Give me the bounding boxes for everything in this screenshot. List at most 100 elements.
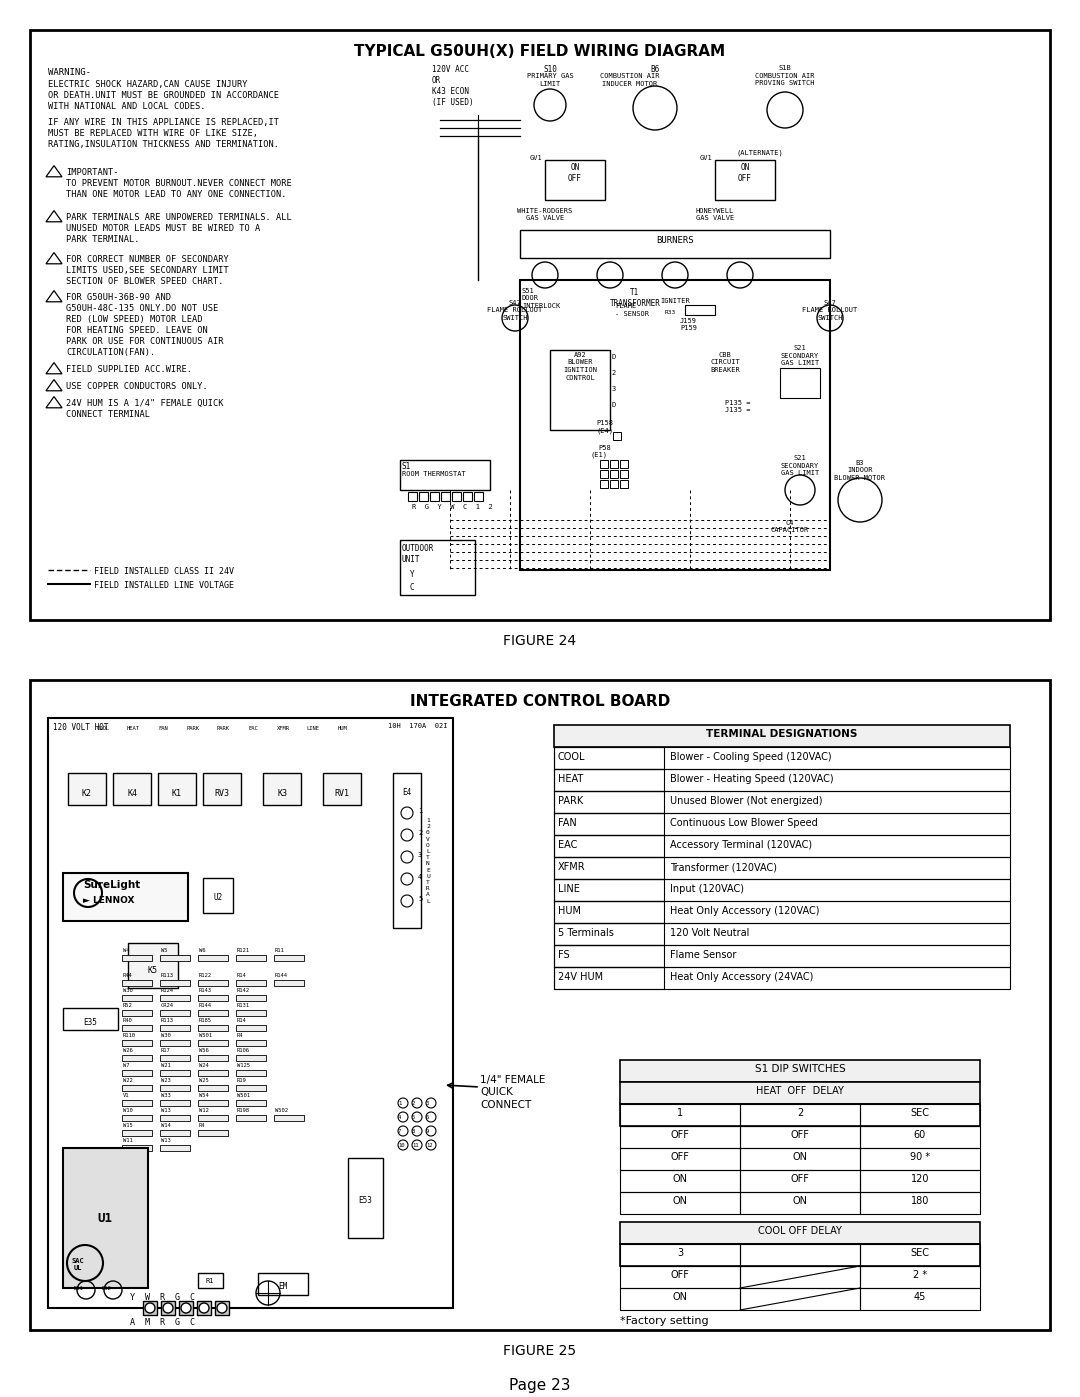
Text: S51
DOOR
INTERLOCK: S51 DOOR INTERLOCK — [522, 288, 561, 309]
Text: SEC: SEC — [910, 1248, 930, 1259]
Text: *Factory setting: *Factory setting — [620, 1316, 708, 1326]
Text: W11: W11 — [123, 1139, 133, 1143]
Bar — [620, 1192, 740, 1214]
Bar — [554, 856, 664, 879]
Text: W30: W30 — [123, 988, 133, 993]
Circle shape — [163, 1303, 173, 1313]
Text: 7: 7 — [399, 1129, 402, 1134]
Text: C4
CAPACITOR: C4 CAPACITOR — [771, 520, 809, 534]
Text: ELECTRIC SHOCK HAZARD,CAN CAUSE INJURY
OR DEATH.UNIT MUST BE GROUNDED IN ACCORDA: ELECTRIC SHOCK HAZARD,CAN CAUSE INJURY O… — [48, 80, 279, 112]
Bar — [198, 1055, 228, 1060]
Text: GV1: GV1 — [700, 155, 713, 161]
Text: 3: 3 — [677, 1248, 683, 1259]
Text: ROOM THERMOSTAT: ROOM THERMOSTAT — [402, 471, 465, 476]
Text: 2 *: 2 * — [913, 1270, 927, 1280]
Bar — [860, 1192, 980, 1214]
Bar — [430, 492, 438, 502]
Bar — [237, 1115, 266, 1120]
Text: IF ANY WIRE IN THIS APPLIANCE IS REPLACED,IT
MUST BE REPLACED WITH WIRE OF LIKE : IF ANY WIRE IN THIS APPLIANCE IS REPLACE… — [48, 117, 279, 149]
Text: 120 Volt Neutral: 120 Volt Neutral — [670, 928, 750, 937]
Bar — [160, 1085, 190, 1091]
Bar — [160, 1099, 190, 1106]
Bar — [198, 995, 228, 1002]
Bar — [143, 1301, 157, 1315]
Text: S1B
COMBUSTION AIR
PROVING SWITCH: S1B COMBUSTION AIR PROVING SWITCH — [755, 66, 814, 87]
Text: R11: R11 — [275, 949, 285, 953]
Bar — [554, 901, 1010, 923]
Bar — [620, 1148, 740, 1171]
Text: PARK TERMINALS ARE UNPOWERED TERMINALS. ALL
UNUSED MOTOR LEADS MUST BE WIRED TO : PARK TERMINALS ARE UNPOWERED TERMINALS. … — [66, 212, 292, 244]
Bar — [160, 1039, 190, 1046]
Text: W12: W12 — [199, 1108, 208, 1113]
Bar — [860, 1104, 980, 1126]
Text: W54: W54 — [199, 1092, 208, 1098]
Text: R131: R131 — [237, 1003, 249, 1009]
Text: W21: W21 — [161, 1063, 171, 1067]
Bar — [264, 773, 301, 805]
Text: R14: R14 — [237, 1018, 246, 1023]
Text: R143: R143 — [199, 988, 212, 993]
Text: Input (120VAC): Input (120VAC) — [670, 884, 744, 894]
Text: 2: 2 — [612, 370, 616, 376]
Text: TYPICAL G50UH(X) FIELD WIRING DIAGRAM: TYPICAL G50UH(X) FIELD WIRING DIAGRAM — [354, 43, 726, 59]
Text: OFF: OFF — [791, 1173, 809, 1185]
Text: HEAT: HEAT — [558, 774, 583, 784]
Bar — [554, 944, 1010, 967]
Text: ON: ON — [793, 1196, 808, 1206]
Text: EAC: EAC — [248, 726, 258, 731]
Text: W13: W13 — [161, 1108, 171, 1113]
Text: Y: Y — [410, 570, 415, 578]
Text: 1: 1 — [677, 1108, 683, 1118]
Text: 180: 180 — [910, 1196, 929, 1206]
Text: FLAME
- SENSOR: FLAME - SENSOR — [615, 303, 649, 317]
Bar — [740, 1288, 860, 1310]
Text: HUM: HUM — [558, 907, 581, 916]
Text: PARK: PARK — [216, 726, 229, 731]
Bar — [161, 1301, 175, 1315]
Bar — [160, 1130, 190, 1136]
Text: OFF: OFF — [671, 1130, 689, 1140]
Text: 90 *: 90 * — [910, 1153, 930, 1162]
Bar — [453, 492, 461, 502]
Text: Unused Blower (Not energized): Unused Blower (Not energized) — [670, 796, 823, 806]
Bar — [554, 747, 1010, 768]
Text: E4: E4 — [403, 788, 411, 798]
Text: Blower - Heating Speed (120VAC): Blower - Heating Speed (120VAC) — [670, 774, 834, 784]
Text: 1
2
0
V
O
L
T
N
E
U
T
R
A
L: 1 2 0 V O L T N E U T R A L — [427, 819, 430, 904]
Text: W22: W22 — [123, 1078, 133, 1083]
Bar — [122, 956, 152, 961]
Text: 10: 10 — [399, 1143, 405, 1148]
Text: R121: R121 — [237, 949, 249, 953]
Text: R4: R4 — [199, 1123, 205, 1127]
Bar — [554, 944, 664, 967]
Text: Blower - Cooling Speed (120VAC): Blower - Cooling Speed (120VAC) — [670, 752, 832, 761]
Text: IMPORTANT-
TO PREVENT MOTOR BURNOUT.NEVER CONNECT MORE
THAN ONE MOTOR LEAD TO AN: IMPORTANT- TO PREVENT MOTOR BURNOUT.NEVE… — [66, 168, 292, 200]
Bar — [550, 351, 610, 430]
Text: HEAT: HEAT — [126, 726, 139, 731]
Text: DS1: DS1 — [75, 1287, 84, 1291]
Bar — [215, 1301, 229, 1315]
Text: W5: W5 — [161, 949, 167, 953]
Bar — [519, 279, 831, 570]
Text: TERMINAL DESIGNATIONS: TERMINAL DESIGNATIONS — [706, 729, 858, 739]
Text: FOR G50UH-36B-90 AND
G50UH-48C-135 ONLY.DO NOT USE
RED (LOW SPEED) MOTOR LEAD
FO: FOR G50UH-36B-90 AND G50UH-48C-135 ONLY.… — [66, 293, 224, 358]
Bar — [237, 1025, 266, 1031]
Text: S10: S10 — [543, 66, 557, 74]
Text: K1: K1 — [172, 789, 183, 798]
Text: R142: R142 — [237, 988, 249, 993]
Text: ON
OFF: ON OFF — [738, 163, 752, 183]
Text: SAC
UL: SAC UL — [71, 1259, 84, 1271]
Text: R106: R106 — [237, 1048, 249, 1053]
Bar — [160, 1025, 190, 1031]
Bar — [160, 981, 190, 986]
Text: W13: W13 — [161, 1139, 171, 1143]
Text: LINE: LINE — [558, 884, 580, 894]
Bar — [160, 1010, 190, 1016]
Bar — [554, 725, 1010, 747]
Text: IGNITER: IGNITER — [660, 298, 690, 305]
Bar — [740, 1148, 860, 1171]
Bar — [160, 1146, 190, 1151]
Text: (E1): (E1) — [590, 453, 607, 458]
Bar — [740, 1192, 860, 1214]
Bar — [122, 1115, 152, 1120]
